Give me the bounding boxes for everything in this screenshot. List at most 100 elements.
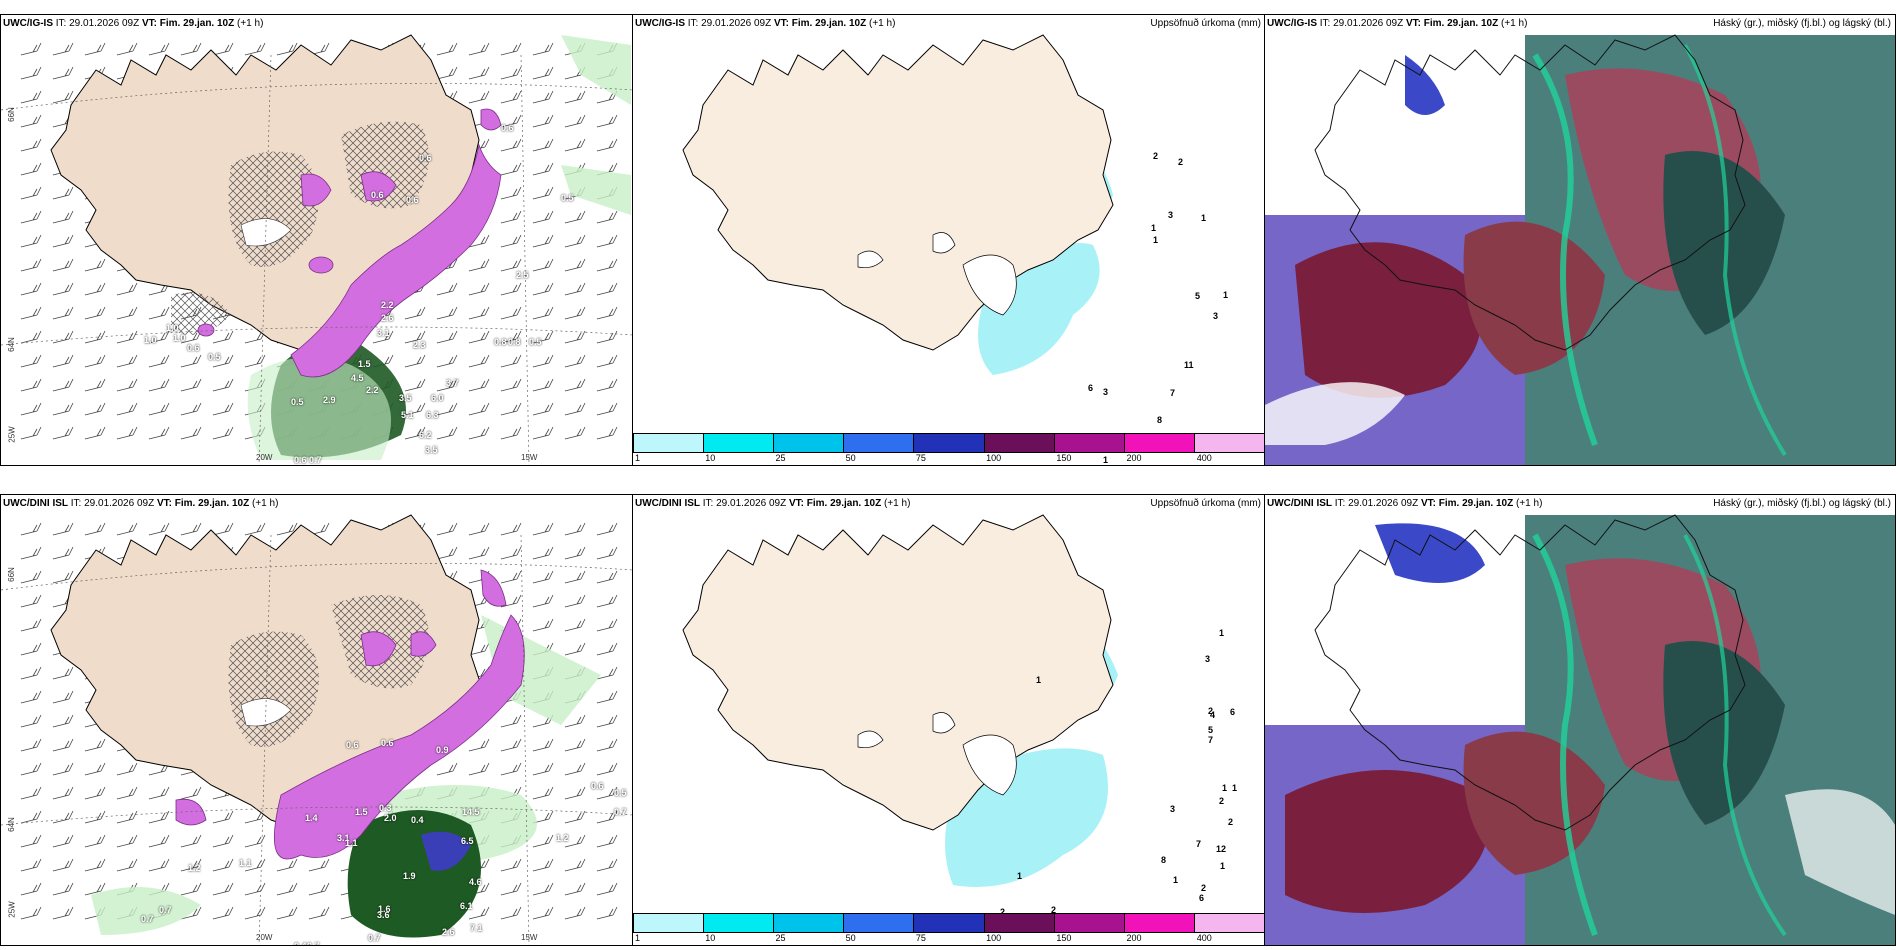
- colorbar-swatch: [843, 433, 914, 453]
- lat-label-66: 66N: [6, 567, 16, 582]
- colorbar-swatch: [703, 913, 774, 933]
- precip-value: 3.1: [337, 833, 350, 843]
- precip-value: 2.2: [366, 385, 379, 395]
- panel-title: UWC/DINI ISL IT: 29.01.2026 09Z VT: Fim.…: [3, 498, 279, 509]
- precip-value: 7.1: [470, 923, 483, 933]
- precip-value: 3.5: [399, 393, 412, 403]
- precip-value: 1.5: [358, 359, 371, 369]
- precip-value: 2.6: [442, 927, 455, 937]
- precip-value: 0.6: [419, 153, 432, 163]
- colorbar-swatch: [633, 913, 704, 933]
- precip-value: 0.5: [561, 193, 574, 203]
- precip-value: 2: [1153, 151, 1159, 161]
- precip-value: 1: [1173, 875, 1179, 885]
- precip-value: 6.5: [461, 836, 474, 846]
- precip-value: 2.9: [323, 395, 336, 405]
- colorbar-tick: 400: [1196, 933, 1212, 943]
- panel-title-right: Háský (gr.), miðský (fj.bl.) og lágský (…: [1713, 498, 1891, 509]
- colorbar-tick: 25: [775, 933, 786, 943]
- precip-value: 6: [1199, 893, 1205, 903]
- precip-value: 2.2: [381, 300, 394, 310]
- precip-value: 1.2: [556, 833, 569, 843]
- panel-title: UWC/DINI ISL IT: 29.01.2026 09Z VT: Fim.…: [1267, 498, 1543, 509]
- precip-value: 8: [1161, 855, 1167, 865]
- precip-value: 2.5: [516, 270, 529, 280]
- panel-wind-precip-top: UWC/IG-IS IT: 29.01.2026 09Z VT: Fim. 29…: [0, 14, 634, 466]
- precip-value: 1.6: [378, 904, 391, 914]
- colorbar-tick: 1: [635, 453, 641, 463]
- precip-value: 1: [1222, 783, 1228, 793]
- panel-accum-precip-top: UWC/IG-IS IT: 29.01.2026 09Z VT: Fim. 29…: [632, 14, 1266, 466]
- precip-value: 3.7: [446, 378, 459, 388]
- precip-value: 1: [1220, 861, 1226, 871]
- precip-value: 3: [1205, 654, 1211, 664]
- precip-value: 3.1: [377, 328, 390, 338]
- map-canvas: [633, 495, 1265, 945]
- precip-value: 0.6: [591, 781, 604, 791]
- lon-label-20w: 20W: [256, 933, 273, 942]
- precip-value: 6.0: [431, 393, 444, 403]
- precip-value: 0.6: [187, 343, 200, 353]
- panel-title: UWC/IG-IS IT: 29.01.2026 09Z VT: Fim. 29…: [3, 18, 264, 29]
- colorbar-swatch: [913, 433, 984, 453]
- colorbar-tick: 10: [705, 933, 716, 943]
- precip-value: 0.4: [411, 815, 424, 825]
- colorbar-swatch: [983, 913, 1054, 933]
- colorbar-tick: 150: [1056, 453, 1072, 463]
- panel-wind-precip-bottom: UWC/DINI ISL IT: 29.01.2026 09Z VT: Fim.…: [0, 494, 634, 946]
- precip-value: 1.9: [403, 871, 416, 881]
- colorbar-tick: 10: [705, 453, 716, 463]
- precip-value: 1.0: [144, 335, 157, 345]
- precip-value: 1: [1103, 455, 1109, 465]
- colorbar-swatch: [913, 913, 984, 933]
- colorbar-swatch: [1193, 433, 1265, 453]
- colorbar-tick: 200: [1126, 933, 1142, 943]
- precip-value: 6.1: [460, 901, 473, 911]
- precip-value: 5.1: [401, 410, 414, 420]
- colorbar-tick: 100: [986, 933, 1002, 943]
- precip-value: 0.8: [494, 337, 507, 347]
- precip-value: 7: [1170, 388, 1176, 398]
- precip-value: 0.7: [141, 914, 154, 924]
- panel-title-right: Uppsöfnuð úrkoma (mm): [1150, 498, 1261, 509]
- colorbar-swatch: [633, 433, 704, 453]
- map-canvas: [633, 15, 1265, 465]
- map-canvas: [1265, 15, 1895, 465]
- precip-value: 0.3: [379, 803, 392, 813]
- panel-title: UWC/IG-IS IT: 29.01.2026 09Z VT: Fim. 29…: [1267, 18, 1528, 29]
- precip-value: 2: [1219, 796, 1225, 806]
- precip-value: 2.0: [384, 813, 397, 823]
- precip-value: 0.7: [614, 807, 627, 817]
- colorbar-tick: 25: [775, 453, 786, 463]
- colorbar-swatch: [843, 913, 914, 933]
- lon-label-15w: 15W: [521, 933, 538, 942]
- precip-value: 3.6: [377, 910, 390, 920]
- precip-value: 5: [1195, 291, 1201, 301]
- precip-value: 1: [1153, 235, 1159, 245]
- colorbar-tick: 75: [915, 933, 926, 943]
- precip-value: 1.4: [305, 813, 318, 823]
- precip-value: 6.2: [419, 430, 432, 440]
- precip-value: 1.5: [355, 807, 368, 817]
- precip-value: 0.6: [371, 190, 384, 200]
- precip-value: 0.7: [307, 941, 320, 946]
- colorbar-swatch: [773, 433, 844, 453]
- precip-value: 1: [1223, 290, 1229, 300]
- precip-value: 11: [1184, 360, 1194, 370]
- precip-value: 1: [1151, 223, 1157, 233]
- colorbar-tick: 50: [845, 453, 856, 463]
- lon-label-20w: 20W: [256, 453, 273, 462]
- precip-value: 5: [1208, 725, 1214, 735]
- colorbar-swatch: [773, 913, 844, 933]
- colorbar-swatch: [1123, 913, 1194, 933]
- precip-value: 2: [1208, 706, 1214, 716]
- lat-label-66: 66N: [6, 107, 16, 122]
- precip-value: 8: [1157, 415, 1163, 425]
- lon-label-15w: 15W: [521, 453, 538, 462]
- precip-value: 6: [1088, 383, 1094, 393]
- precip-value: 0.7: [159, 905, 172, 915]
- colorbar-tick: 150: [1056, 933, 1072, 943]
- map-canvas: [1, 495, 633, 945]
- panel-title-right: Uppsöfnuð úrkoma (mm): [1150, 18, 1261, 29]
- precip-value: 1: [1219, 628, 1225, 638]
